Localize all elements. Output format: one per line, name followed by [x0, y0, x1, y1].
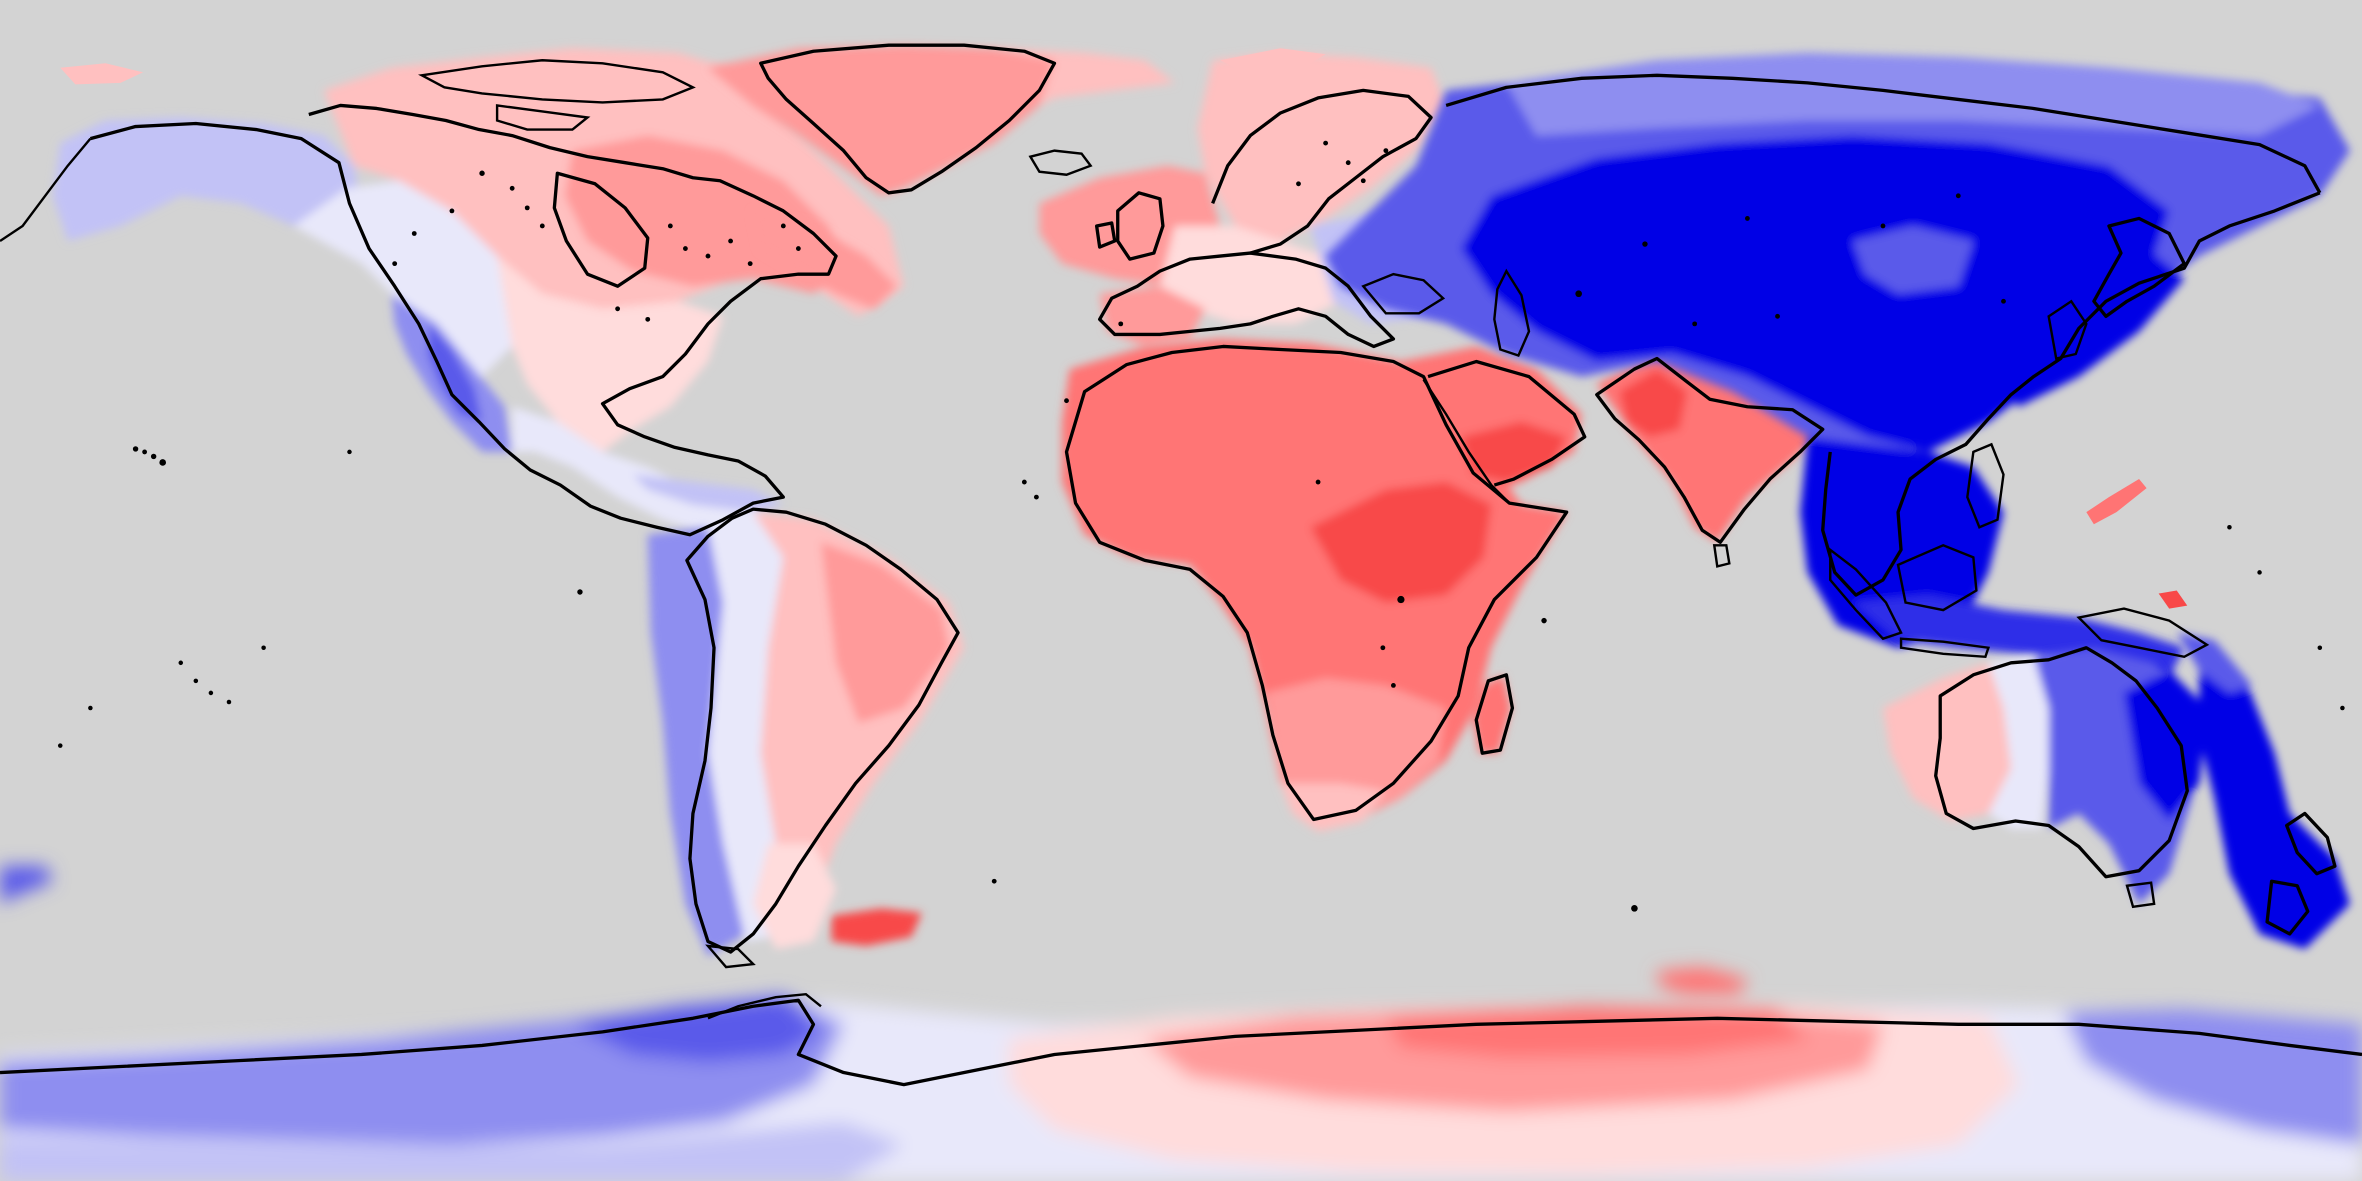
australia-west-region — [1882, 662, 2012, 821]
coast-asia-east — [1821, 191, 2321, 597]
east-asia-region — [1988, 225, 2185, 407]
coast-british-isles — [1094, 191, 1165, 261]
asia-patch-region — [1852, 225, 1974, 294]
coast-arabia — [1427, 359, 1587, 487]
coast-scandinavia — [1211, 88, 1433, 255]
coast-korea — [2047, 299, 2088, 360]
coast-asia-north — [1445, 73, 2322, 194]
us-west-core-region — [427, 323, 483, 422]
arctic-island-region — [60, 63, 144, 85]
pacific-atolls — [57, 449, 2345, 748]
asia-core-region — [1461, 135, 2170, 452]
coast-western-europe — [1097, 251, 1396, 349]
coast-tasmania — [2125, 881, 2156, 909]
brazil-core-region — [820, 542, 950, 724]
atlantic-islands — [991, 321, 1638, 912]
south-america-mid-region — [707, 512, 791, 942]
alaska-region — [52, 117, 362, 242]
east-africa-core-region — [1310, 482, 1492, 603]
eastern-us-region — [497, 256, 724, 452]
western-canada-region — [293, 180, 528, 377]
coast-borneo — [1896, 544, 1978, 612]
coast-sumatra — [1829, 547, 1903, 641]
coast-tierra-del-fuego — [705, 944, 756, 969]
south-america-west-region — [647, 527, 746, 957]
africa-field — [1061, 338, 1831, 832]
coast-alaska-peninsula — [0, 137, 92, 243]
india-core-region — [1619, 369, 1688, 437]
falklands-region — [831, 908, 922, 947]
tasman-edge-region — [2176, 632, 2253, 693]
coast-antarctica — [0, 998, 2362, 1087]
coast-australia — [1934, 646, 2189, 879]
caribbean-region — [632, 474, 784, 513]
south-america-field — [647, 512, 965, 957]
asia-field — [1325, 52, 2350, 678]
patagonia-region — [753, 843, 837, 950]
north-america-field — [52, 48, 904, 550]
coast-red-sea — [1422, 378, 1511, 504]
south-georgia-region — [0, 866, 53, 904]
coast-java — [1899, 637, 1991, 659]
hawaii-islands — [132, 446, 167, 466]
coast-greenland — [759, 43, 1057, 195]
southern-island-region — [1657, 967, 1748, 995]
coast-philippines — [1966, 442, 2005, 529]
canada-lakes — [392, 170, 801, 322]
labrador-region — [753, 210, 897, 309]
antarctica-pole-region — [0, 1122, 904, 1181]
antarctica-west-deep-region — [572, 997, 821, 1062]
asia-lakes — [1575, 193, 2006, 327]
coastlines — [0, 43, 2362, 1087]
coast-canada-islands — [418, 59, 696, 131]
scandinavia-lakes — [1296, 140, 1389, 187]
africa-outer-region — [1061, 338, 1567, 826]
new-guinea-region — [2086, 479, 2147, 525]
small-islands — [57, 140, 2345, 912]
coast-caspian — [1493, 268, 1531, 357]
australia-field — [1882, 632, 2350, 950]
coast-new-guinea — [2076, 607, 2210, 659]
coast-africa — [1064, 344, 1569, 822]
coast-antarctic-peninsula — [707, 992, 822, 1020]
coast-north-america — [89, 103, 838, 537]
greenland-region — [707, 45, 1055, 196]
antarctica-east-blue-region — [2063, 1009, 2362, 1145]
scandinavia-region — [1197, 52, 1447, 242]
coast-new-zealand — [2265, 811, 2337, 936]
coast-sri-lanka — [1712, 544, 1731, 568]
coast-hudson-bay — [552, 171, 650, 288]
africa-lakes — [1315, 479, 1405, 688]
coast-south-america — [685, 507, 960, 954]
australia-mid-region — [1988, 655, 2049, 829]
greenland-edge-region — [994, 48, 1175, 106]
tasman-region — [2199, 662, 2350, 950]
coast-iceland — [1028, 149, 1093, 176]
coast-japan — [2092, 216, 2186, 318]
coast-black-sea — [1361, 272, 1446, 315]
coast-india — [1595, 356, 1825, 544]
central-europe-region — [1159, 225, 1341, 324]
coast-madagascar — [1474, 673, 1515, 755]
africa-tip-region — [1280, 783, 1386, 832]
greenland-field — [707, 45, 1175, 309]
pacific-island-region — [2158, 590, 2188, 609]
